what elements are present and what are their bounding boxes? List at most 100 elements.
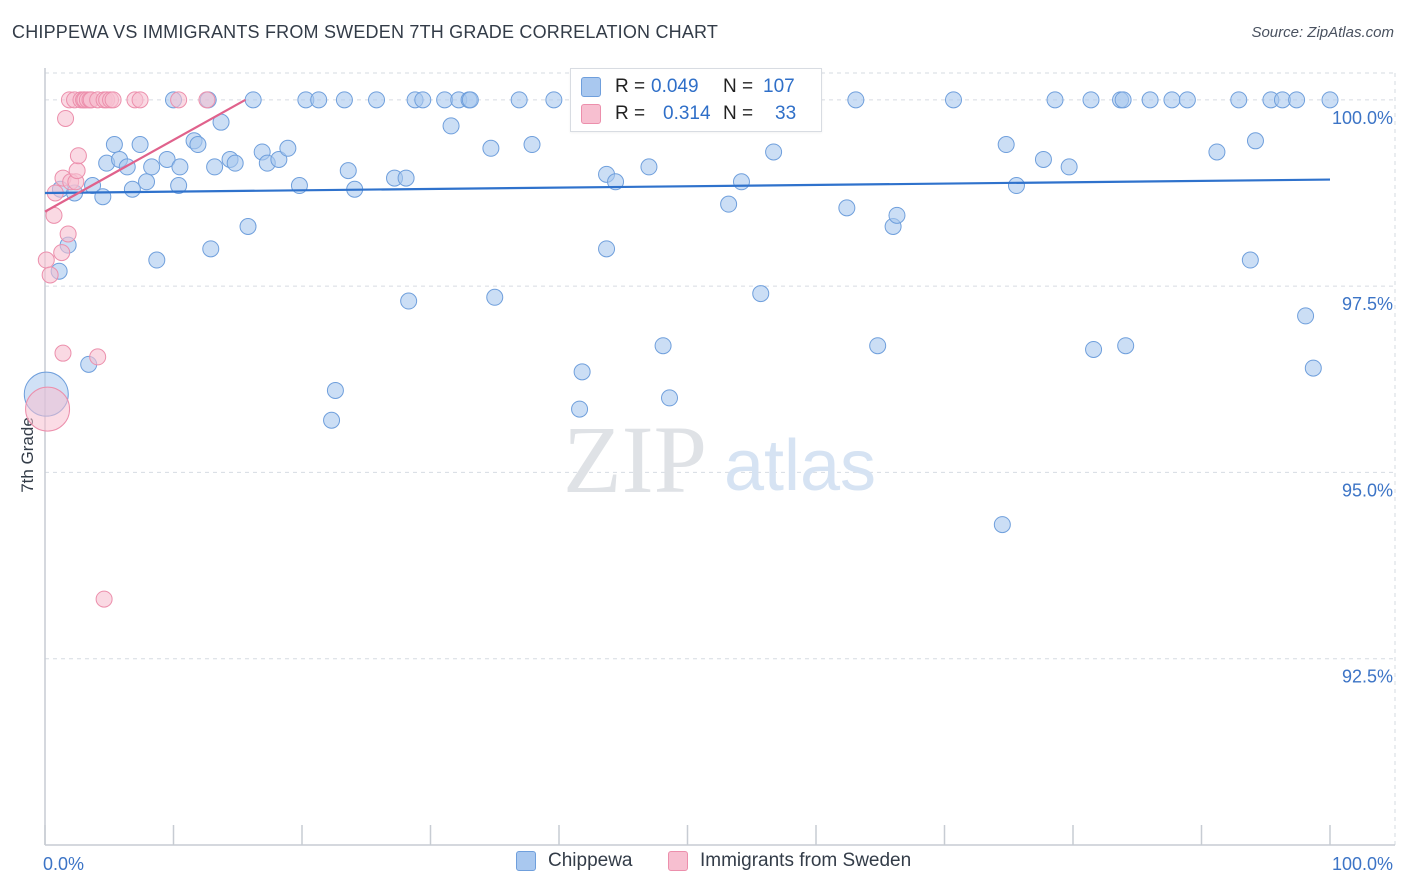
legend-r-value: 0.314 [663,103,711,124]
chippewa-point [239,218,257,236]
chippewa-point [1241,251,1259,269]
chippewa-point [202,240,220,258]
chippewa-point [1141,91,1159,109]
legend-swatch-sweden [581,104,601,124]
chippewa-point [888,206,906,224]
chippewa-point [279,139,297,157]
y-tick-label: 100.0% [1332,108,1393,128]
chippewa-point [148,251,166,269]
source-credit: Source: ZipAtlas.com [1251,24,1394,41]
sweden-point [53,244,71,262]
legend-row-sweden: R = 0.314 N = 33 [581,101,825,127]
chippewa-point [414,91,432,109]
chippewa-point [523,136,541,154]
y-tick-label: 97.5% [1342,294,1393,314]
trend-layer [44,98,1331,213]
x-tick-label: 100.0% [1332,854,1393,874]
chippewa-point [400,292,418,310]
chippewa-point [838,199,856,217]
axis-layer [44,68,1395,846]
legend-n-label: N = [723,76,754,97]
sweden-point [68,162,86,180]
series-legend-chippewa[interactable]: Chippewa [516,850,633,872]
sweden-point [41,266,59,284]
chippewa-point [752,285,770,303]
chippewa-point [997,136,1015,154]
points-layer [23,91,1339,608]
chippewa-point [94,188,112,206]
legend-n-value: 33 [775,103,797,124]
chippewa-point [436,91,454,109]
labels-layer: 100.0% 97.5% 95.0% 92.5% 0.0% 100.0% [43,108,1393,874]
chippewa-point [482,139,500,157]
chippewa-point [1007,177,1025,195]
chippewa-point [323,411,341,429]
chippewa-point [1034,150,1052,168]
sweden-point [25,386,71,432]
chippewa-point [1060,158,1078,176]
chippewa-point [158,150,176,168]
chippewa-point [339,162,357,180]
x-tick-label: 0.0% [43,854,84,874]
sweden-point [69,147,87,165]
chippewa-point [206,158,224,176]
chippewa-point [335,91,353,109]
chippewa-point [310,91,328,109]
watermark-zip: ZIP [563,406,707,513]
sweden-point [89,348,107,366]
series-legend-label: Chippewa [548,850,633,871]
chippewa-point [143,158,161,176]
series-legend-sweden[interactable]: Immigrants from Sweden [668,850,911,872]
legend-swatch-chippewa [581,77,601,97]
stats-legend: R = 0.049 N = 107 R = 0.314 N = 33 [570,68,822,132]
chippewa-point [189,136,207,154]
chippewa-point [1321,91,1339,109]
legend-r-value: 0.049 [651,76,699,97]
chippewa-point [461,91,479,109]
grid-layer [45,72,1396,845]
legend-row-chippewa: R = 0.049 N = 107 [581,74,813,100]
chippewa-point [1046,91,1064,109]
chippewa-point [368,91,386,109]
chippewa-point [1117,337,1135,355]
sweden-point [95,590,113,608]
chippewa-point [244,91,262,109]
chippewa-point [1230,91,1248,109]
sweden-point [57,109,75,127]
chippewa-point [571,400,589,418]
legend-swatch-sweden [668,851,688,871]
chippewa-point [944,91,962,109]
sweden-point [131,91,149,109]
chippewa-point [720,195,738,213]
chippewa-point [397,169,415,187]
chippewa-point [545,91,563,109]
chippewa-point [993,516,1011,534]
legend-n-label: N = [723,103,754,124]
chippewa-point [1178,91,1196,109]
legend-r-label: R = [615,76,646,97]
sweden-point [59,225,77,243]
sweden-point [37,251,55,269]
chippewa-point [123,180,141,198]
chippewa-point [131,136,149,154]
chippewa-point [598,240,616,258]
chippewa-point [1114,91,1132,109]
sweden-point [104,91,122,109]
chippewa-point [847,91,865,109]
legend-r-label: R = [615,103,646,124]
sweden-point [198,91,216,109]
chippewa-point [607,173,625,191]
watermark-atlas: atlas [724,426,876,506]
chippewa-point [1273,91,1291,109]
y-tick-label: 95.0% [1342,480,1393,500]
chippewa-point [765,143,783,161]
chippewa-point [869,337,887,355]
chippewa-point [1085,340,1103,358]
series-legend: Chippewa Immigrants from Sweden [0,850,1406,878]
chippewa-point [138,173,156,191]
chippewa-point [661,389,679,407]
chippewa-point [732,173,750,191]
chippewa-point [510,91,528,109]
chippewa-point [326,381,344,399]
